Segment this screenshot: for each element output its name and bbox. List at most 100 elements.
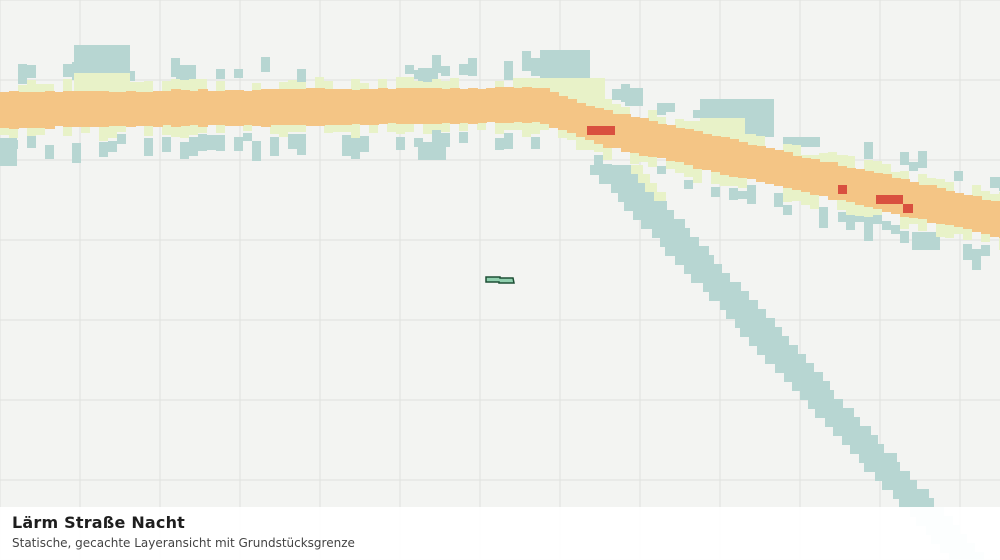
noise-cell-low <box>261 57 270 72</box>
noise-cell-mid <box>216 81 225 91</box>
noise-cell-high <box>675 128 685 162</box>
noise-cell-low <box>459 132 468 143</box>
noise-cell-mid <box>396 124 405 134</box>
noise-cell-high <box>729 139 739 177</box>
noise-cell-low <box>864 221 873 241</box>
layer-info-panel: Lärm Straße Nacht Statische, gecachte La… <box>0 507 1000 560</box>
parcel-boundary[interactable] <box>485 276 515 284</box>
noise-cell-low <box>216 135 225 151</box>
noise-cell-high <box>423 88 433 124</box>
noise-cell-max <box>587 126 615 135</box>
noise-cell-mid <box>387 123 396 132</box>
noise-cell-low <box>899 498 934 508</box>
noise-cell-low <box>504 133 513 149</box>
noise-cell-mid <box>396 77 405 88</box>
noise-cell-low <box>234 137 243 151</box>
noise-cell-mid <box>963 229 972 240</box>
noise-cell-mid <box>657 117 666 124</box>
noise-cell-high <box>567 99 577 133</box>
noise-cell-high <box>621 114 631 152</box>
noise-cell-low <box>875 471 910 481</box>
noise-cell-mid <box>792 145 801 156</box>
noise-cell-mid <box>135 82 144 92</box>
noise-cell-high <box>72 91 82 127</box>
noise-cell-low <box>691 273 730 283</box>
noise-cell-mid <box>144 81 153 92</box>
noise-cell-mid <box>612 104 621 114</box>
noise-cell-high <box>297 89 307 125</box>
noise-cell-mid <box>936 179 945 188</box>
noise-cell-mid <box>693 121 702 131</box>
noise-cell-mid <box>432 79 441 88</box>
noise-cell-high <box>135 92 145 126</box>
noise-cell-high <box>648 121 658 157</box>
noise-cell-mid <box>270 125 279 134</box>
noise-cell-low <box>468 58 477 76</box>
noise-cell-high <box>0 92 10 128</box>
noise-cell-mid <box>108 126 117 138</box>
noise-cell-max <box>876 195 903 204</box>
noise-cell-low <box>441 66 450 76</box>
noise-cell-high <box>189 91 199 125</box>
noise-cell-low <box>432 130 441 149</box>
noise-cell-high <box>234 90 244 126</box>
noise-cell-low <box>618 192 661 202</box>
noise-cell-high <box>288 89 298 125</box>
noise-cell-mid <box>180 80 189 90</box>
noise-cell-high <box>918 185 928 219</box>
noise-cell-high <box>711 136 721 172</box>
noise-cell-mid <box>972 185 981 196</box>
noise-cell-mid <box>981 191 990 200</box>
noise-cell-low <box>540 50 590 80</box>
noise-band-max <box>587 126 913 213</box>
noise-cell-low <box>720 300 758 310</box>
noise-cell-low <box>675 255 714 265</box>
noise-cell-mid <box>198 127 207 133</box>
noise-cell-mid <box>873 209 882 215</box>
noise-cell-low <box>703 282 741 292</box>
noise-cell-low <box>441 133 450 147</box>
noise-cell-low <box>990 177 999 188</box>
noise-cell-low <box>665 246 709 256</box>
noise-cell-high <box>369 89 379 125</box>
noise-cell-low <box>815 408 854 418</box>
noise-cell-low <box>909 162 918 171</box>
noise-cell-low <box>912 232 940 250</box>
noise-cell-low <box>45 145 54 159</box>
noise-cell-low <box>749 336 789 346</box>
noise-cell-mid <box>837 200 846 210</box>
noise-cell-low <box>652 228 690 238</box>
noise-cell-mid <box>126 82 135 91</box>
noise-cell-high <box>198 89 208 127</box>
noise-cell-high <box>954 193 964 227</box>
noise-cell-high <box>873 173 883 209</box>
noise-cell-low <box>74 45 130 73</box>
noise-cell-mid <box>171 79 180 89</box>
noise-cell-mid <box>684 121 693 129</box>
noise-cell-mid <box>477 123 486 130</box>
noise-cell-mid <box>945 225 954 238</box>
noise-cell-high <box>963 195 973 229</box>
noise-cell-mid <box>216 125 225 133</box>
noise-cell-low <box>666 103 675 112</box>
noise-cell-high <box>171 89 181 127</box>
noise-cell-mid <box>654 192 666 201</box>
noise-cell-mid <box>900 217 909 229</box>
noise-cell-low <box>684 264 722 274</box>
noise-cell-high <box>504 87 514 123</box>
noise-cell-high <box>270 89 280 125</box>
noise-cell-low <box>162 137 171 152</box>
noise-cell-low <box>270 137 279 156</box>
noise-cell-low <box>234 69 243 78</box>
noise-cell-high <box>243 91 253 125</box>
noise-cell-low <box>459 64 468 75</box>
noise-cell-high <box>576 103 586 137</box>
noise-cell-mid <box>243 125 252 131</box>
noise-cell-low <box>684 180 693 189</box>
noise-cell-low <box>838 212 874 222</box>
noise-cell-mid <box>603 99 612 110</box>
noise-cell-low <box>99 142 108 157</box>
noise-cell-high <box>360 89 370 125</box>
noise-cell-low <box>590 165 635 175</box>
